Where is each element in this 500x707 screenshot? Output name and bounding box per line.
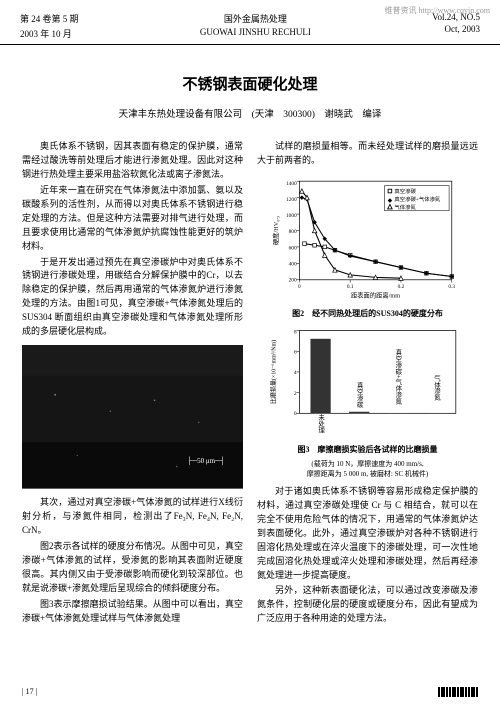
svg-text:8: 8: [294, 329, 297, 335]
header-center: 国外金属热处理 GUOWAI JINSHU RECHULI: [200, 12, 311, 40]
svg-text:200: 200: [289, 277, 297, 283]
micrograph-image: ├─50 μm─┤: [22, 345, 243, 475]
paragraph: 于是开发出通过预先在真空渗碳炉中对奥氏体系不锈钢进行渗碳处理，用碳结合分解保护膜…: [22, 256, 243, 340]
page-footer: | 17 |: [22, 687, 478, 697]
paragraph: 图3表示摩擦磨损试验结果。从图中可以看出，真空渗碳+气体渗氮处理试样与气体渗氮处…: [22, 598, 243, 626]
svg-text:800: 800: [289, 229, 297, 235]
right-column: 试样的磨损量相等。而未经处理试样的磨损量远远大于前两者的。 200 400 600 …: [257, 140, 478, 628]
svg-text:4: 4: [294, 370, 297, 376]
svg-text:真空渗碳+气体渗氮: 真空渗碳+气体渗氮: [394, 347, 401, 405]
month-year: Oct, 2003: [432, 24, 480, 34]
hardness-profile-chart: 200 400 600 800 1000 1200 1400 0 0.1 0.2 0.3: [257, 174, 478, 304]
svg-text:0: 0: [298, 284, 301, 290]
scale-bar: ├─50 μm─┤: [187, 457, 225, 465]
watermark: 维普资讯 http://www.cqvip.com: [385, 5, 490, 16]
svg-text:600: 600: [289, 245, 297, 251]
figure-3: 02468 未处理 真空: [257, 325, 478, 479]
y-label: 硬度/HV₀.₃: [271, 216, 280, 245]
pub-date: 2003 年 10 月: [20, 27, 79, 40]
legend-3: 气体渗氮: [394, 203, 416, 211]
page-number: | 17 |: [22, 687, 37, 697]
svg-text:2: 2: [294, 391, 297, 397]
header-left: 第 24 卷第 5 期 2003 年 10 月: [20, 12, 79, 40]
paragraph: 近年来一直在研究在气体渗氮法中添加氯、氨以及碳酸系列的活性剂，从而得以对奥氏体系…: [22, 184, 243, 254]
two-column-body: 奥氏体系不锈钢，因其表面有稳定的保护膜，通常需经过酸洗等前处理后才能进行渗氮处理…: [0, 140, 500, 628]
legend-2: 真空渗碳+气体渗氮: [394, 195, 441, 203]
svg-text:0: 0: [294, 411, 297, 417]
journal-title-cn: 国外金属热处理: [200, 12, 311, 25]
y-label: 比磨损量(×10⁻⁶mm³/Nm): [270, 340, 278, 404]
header-right: Vol.24, NO.5 Oct, 2003: [432, 12, 480, 40]
wear-bar-chart: 02468 未处理 真空: [257, 325, 478, 440]
svg-text:0.3: 0.3: [448, 284, 455, 290]
figure-1: ├─50 μm─┤ 图1 真空渗碳+气体渗氮处理后的SUS304的断面组织: [22, 345, 243, 490]
legend-1: 真空渗碳: [394, 187, 416, 195]
svg-text:1200: 1200: [286, 197, 297, 203]
article-title: 不锈钢表面硬化处理: [0, 73, 500, 94]
paragraph: 另外，这种新表面硬化法，可以通过改变渗碳及渗氮条件，控制硬化层的硬度或硬度分布，…: [257, 584, 478, 626]
paragraph: 其次，通过对真空渗碳+气体渗氮的试样进行X线衍射分析，与渗氮件相同，检测出了Fe…: [22, 496, 243, 538]
svg-text:未处理: 未处理: [317, 412, 324, 433]
paragraph: 对于诸如奥氏体系不锈钢等容易形成稳定保护膜的材料，通过真空渗碳处理使 Cr 与 …: [257, 485, 478, 583]
x-label: 距表面的距离/mm: [351, 291, 400, 300]
svg-text:6: 6: [294, 349, 297, 355]
figure-2: 200 400 600 800 1000 1200 1400 0 0.1 0.2 0.3: [257, 174, 478, 319]
svg-text:1000: 1000: [286, 213, 297, 219]
authors-line: 天津丰东热处理设备有限公司 (天津 300300) 谢晓武 编译: [0, 106, 500, 120]
fig3-caption: 图3 摩擦磨损实验后各试样的比磨损量: [257, 444, 478, 455]
barcode-area: [438, 687, 478, 697]
fig2-caption: 图2 经不同热处理后的SUS304的硬度分布: [257, 308, 478, 319]
left-column: 奥氏体系不锈钢，因其表面有稳定的保护膜，通常需经过酸洗等前处理后才能进行渗氮处理…: [22, 140, 243, 628]
volume-issue: 第 24 卷第 5 期: [20, 12, 79, 25]
svg-text:0.2: 0.2: [398, 284, 405, 290]
barcode-icon: [438, 687, 478, 697]
svg-text:400: 400: [289, 261, 297, 267]
paragraph: 奥氏体系不锈钢，因其表面有稳定的保护膜，通常需经过酸洗等前处理后才能进行渗氮处理…: [22, 140, 243, 182]
svg-text:气体渗氮: 气体渗氮: [433, 373, 440, 401]
svg-text:真空渗碳: 真空渗碳: [356, 381, 363, 409]
fig3-subcaption: (载荷为 10 N，摩擦速度为 400 mm/s, 摩擦距离为 5 000 m,…: [257, 459, 478, 479]
journal-title-pinyin: GUOWAI JINSHU RECHULI: [200, 27, 311, 37]
paragraph: 图2表示各试样的硬度分布情况。从图中可见，真空渗碳+气体渗氮的试样，受渗氮的影响…: [22, 540, 243, 596]
svg-text:0.1: 0.1: [347, 284, 354, 290]
paragraph: 试样的磨损量相等。而未经处理试样的磨损量远远大于前两者的。: [257, 140, 478, 168]
svg-text:1400: 1400: [286, 181, 297, 187]
